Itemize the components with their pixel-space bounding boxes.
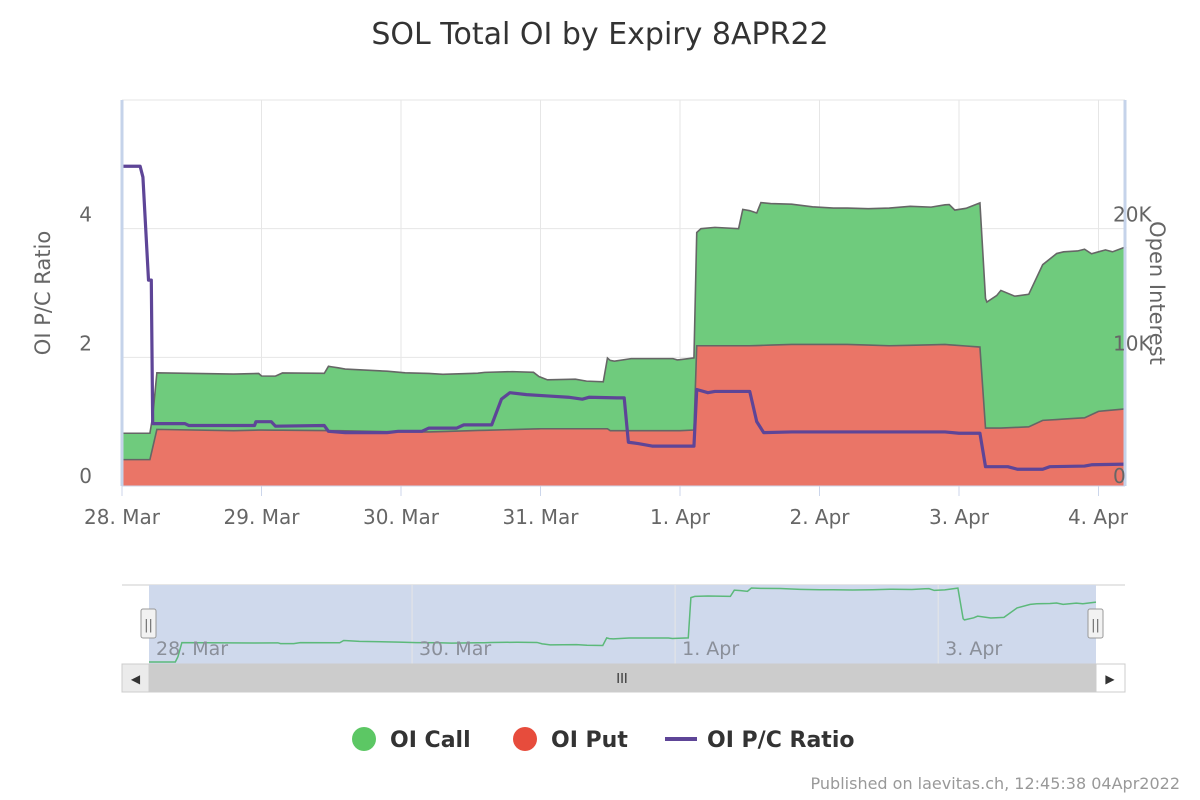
navigator-ticks: 28. Mar 30. Mar 1. Apr 3. Apr	[156, 638, 1002, 660]
oi-pc-ratio-line	[122, 164, 1127, 471]
legend-item[interactable]: OI Call	[352, 727, 471, 753]
legend-item[interactable]: OI Put	[513, 727, 628, 753]
y-right-tick-label: 0	[1113, 464, 1126, 488]
x-tick-label: 28. Mar	[84, 505, 161, 529]
y-right-tick-label: 10K	[1113, 331, 1152, 355]
credits[interactable]: Published on laevitas.ch, 12:45:38 04Apr…	[811, 774, 1180, 793]
svg-text:||: ||	[1091, 618, 1100, 633]
scrollbar-left-button[interactable]	[121, 663, 150, 693]
scrollbar-left-arrow-icon[interactable]: ◀	[131, 672, 141, 686]
legend-label: OI Call	[390, 728, 471, 753]
legend-symbol-circle	[352, 727, 376, 751]
y-left-tick-label: 0	[79, 464, 92, 488]
chart-title: SOL Total OI by Expiry 8APR22	[371, 17, 828, 52]
navigator[interactable]: 28. Mar 30. Mar 1. Apr 3. Apr || ||	[122, 584, 1125, 664]
legend-symbol-circle	[513, 727, 537, 751]
y-right-ticks: 0 10K 20K	[1113, 203, 1152, 488]
navigator-left-handle[interactable]: ||	[140, 608, 157, 639]
navigator-tick-label: 3. Apr	[945, 638, 1002, 660]
scrollbar-right-button[interactable]	[1095, 663, 1126, 693]
x-axis-ticks: 28. Mar 29. Mar 30. Mar 31. Mar 1. Apr 2. Apr…	[84, 486, 1129, 529]
scrollbar-grip-icon[interactable]: III	[616, 672, 628, 687]
oi-put-area	[122, 344, 1127, 486]
x-tick-label: 1. Apr	[650, 505, 711, 529]
legend-item[interactable]: OI P/C Ratio	[665, 728, 854, 753]
x-tick-label: 2. Apr	[789, 505, 850, 529]
navigator-right-handle[interactable]: ||	[1087, 608, 1104, 639]
x-tick-label: 4. Apr	[1068, 505, 1129, 529]
scrollbar[interactable]: ◀ III ▶	[121, 663, 1126, 693]
navigator-series-line	[149, 587, 1097, 663]
oi-call-top-line	[122, 201, 1127, 435]
navigator-grid	[411, 585, 939, 664]
x-tick-label: 31. Mar	[503, 505, 580, 529]
svg-text:||: ||	[144, 618, 153, 633]
x-tick-label: 29. Mar	[224, 505, 301, 529]
y-left-tick-label: 4	[79, 203, 92, 227]
series-line	[122, 164, 1127, 471]
y-right-tick-label: 20K	[1113, 203, 1152, 227]
scrollbar-thumb[interactable]	[149, 664, 1096, 692]
legend[interactable]: OI Call OI Put OI P/C Ratio	[352, 727, 854, 753]
navigator-tick-label: 1. Apr	[682, 638, 739, 660]
oi-call-area	[122, 202, 1127, 460]
legend-label: OI P/C Ratio	[707, 728, 854, 753]
y-right-axis-title: Open Interest	[1145, 221, 1169, 365]
navigator-tick-label: 30. Mar	[419, 638, 491, 660]
scrollbar-right-arrow-icon[interactable]: ▶	[1105, 672, 1115, 686]
x-tick-label: 3. Apr	[929, 505, 990, 529]
y-left-tick-label: 2	[79, 331, 92, 355]
legend-label: OI Put	[551, 728, 628, 753]
x-tick-label: 30. Mar	[363, 505, 440, 529]
y-left-axis-title: OI P/C Ratio	[31, 231, 55, 355]
navigator-tick-label: 28. Mar	[156, 638, 228, 660]
y-left-ticks: 0 2 4	[79, 203, 92, 488]
